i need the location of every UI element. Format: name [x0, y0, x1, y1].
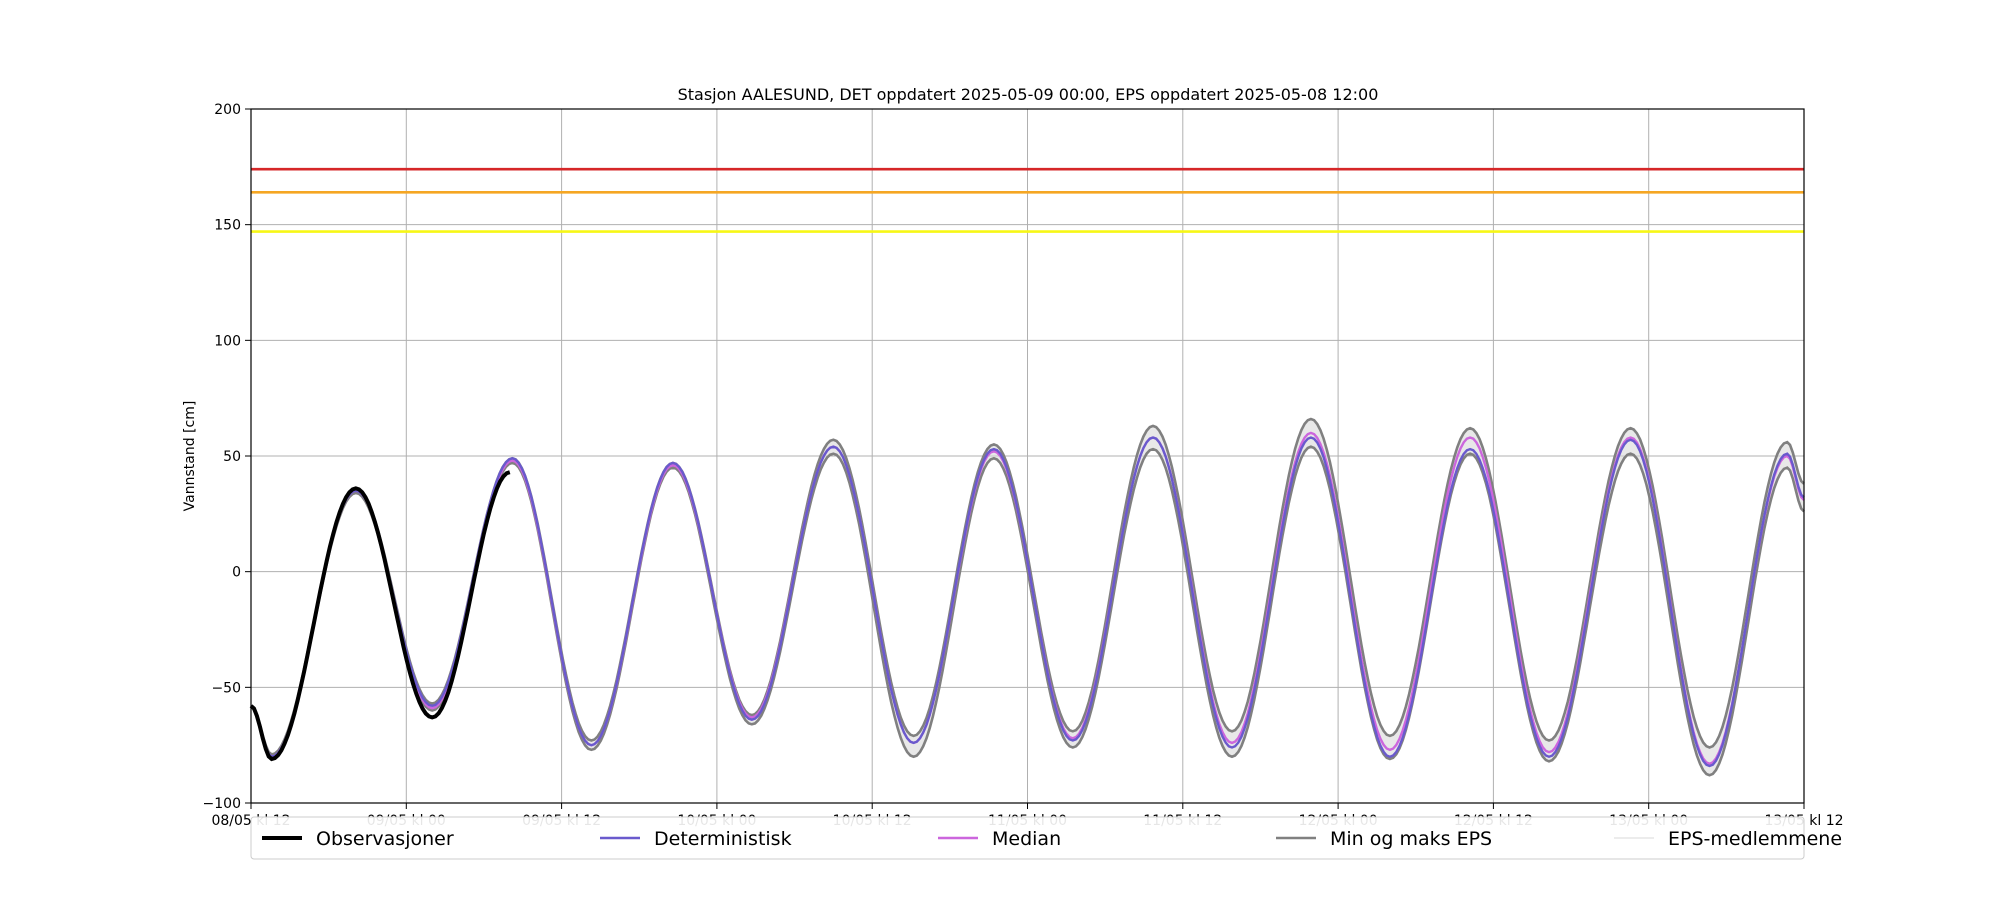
y-tick-label: 200 [214, 102, 241, 118]
y-axis-label: Vannstand [cm] [182, 401, 198, 512]
legend-label: Min og maks EPS [1330, 828, 1492, 850]
y-tick-label: 150 [214, 218, 241, 234]
legend: Observasjoner Deterministisk Median Min og … [250, 816, 1842, 860]
threshold-lines [251, 167, 1804, 233]
observed-line [249, 470, 511, 762]
y-tick-label: 0 [232, 565, 241, 581]
legend-label: Observasjoner [316, 828, 454, 850]
legend-label: EPS-medlemmene [1668, 828, 1842, 850]
y-tick-label: 100 [214, 333, 241, 349]
series-lines [249, 417, 1805, 777]
y-tick-label: 50 [223, 449, 241, 465]
deterministic-line [250, 436, 1805, 768]
y-axis-ticks: −100 −50 0 50 100 150 200 [203, 102, 251, 812]
y-tick-label: −100 [203, 796, 241, 812]
eps-min-line [250, 445, 1805, 777]
chart-title: Stasjon AALESUND, DET oppdatert 2025-05-… [678, 85, 1379, 104]
legend-box [250, 816, 1805, 860]
legend-label: Deterministisk [654, 828, 792, 850]
legend-label: Median [992, 828, 1061, 850]
y-tick-label: −50 [211, 680, 241, 696]
